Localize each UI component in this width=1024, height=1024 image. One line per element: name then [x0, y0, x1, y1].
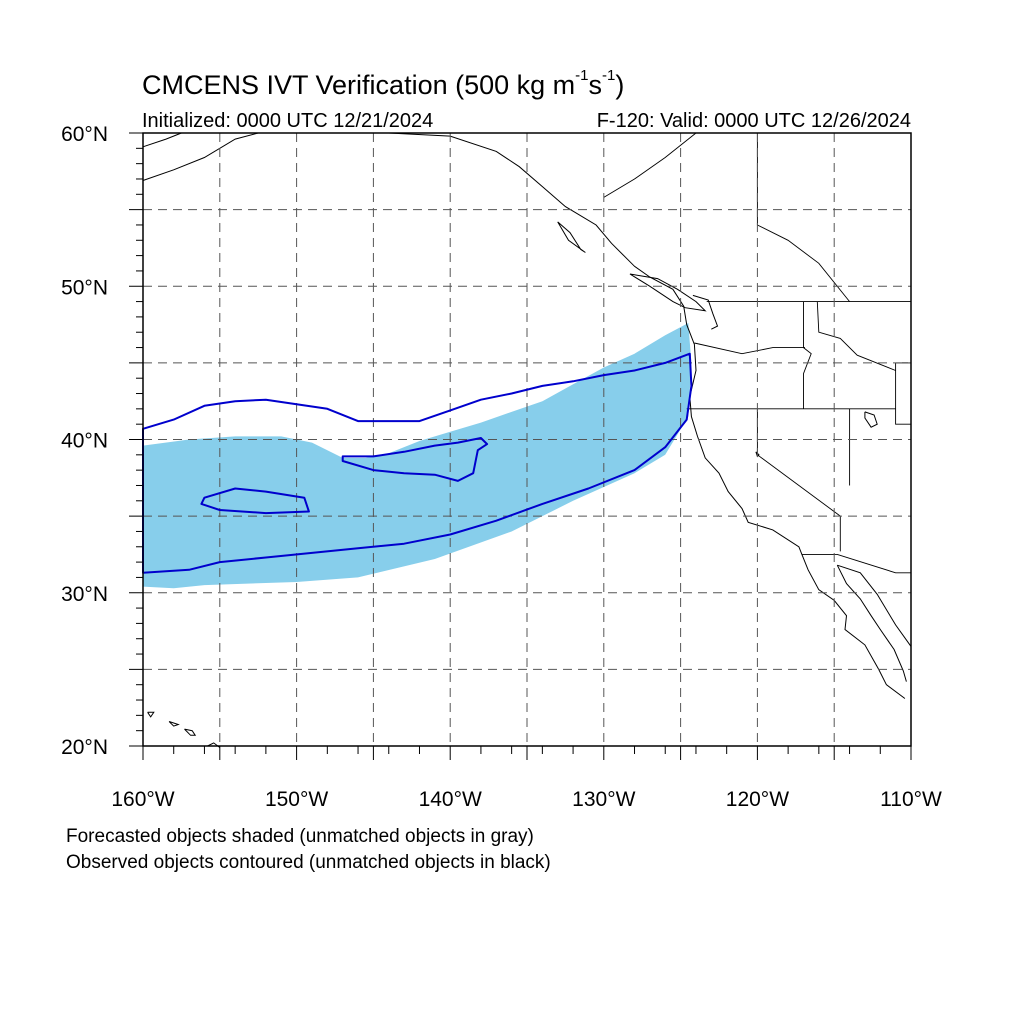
coastline [184, 728, 197, 736]
graticule [143, 133, 911, 746]
observed-object-contour [341, 437, 489, 482]
border-line [801, 553, 911, 574]
coastline [147, 711, 155, 718]
border-line [756, 133, 850, 302]
border-line [694, 342, 805, 355]
lon-tick-label: 130°W [572, 788, 635, 811]
observed-caption: Observed objects contoured (unmatched ob… [66, 852, 551, 873]
lake-outline [864, 411, 878, 428]
lon-tick-label: 110°W [880, 788, 942, 811]
valid-time-label: F-120: Valid: 0000 UTC 12/26/2024 [596, 110, 911, 132]
border-line [816, 301, 896, 371]
lat-tick-label: 40°N [61, 430, 108, 453]
lon-tick-label: 140°W [419, 788, 482, 811]
border-line [803, 301, 812, 409]
coastline [836, 564, 907, 682]
coastline [629, 273, 707, 312]
coastline [557, 221, 586, 253]
lon-tick-label: 150°W [265, 788, 328, 811]
coastline [692, 294, 719, 330]
coastline [388, 132, 906, 699]
observed-contours [142, 352, 693, 574]
observed-object-contour [200, 487, 310, 515]
axis-ticks [129, 132, 912, 760]
chart-title: CMCENS IVT Verification (500 kg m-1s-1) [142, 67, 625, 100]
coastlines [142, 132, 912, 748]
lat-tick-label: 30°N [61, 583, 108, 606]
border-line [756, 408, 841, 552]
coastline [207, 742, 221, 748]
forecast-caption: Forecasted objects shaded (unmatched obj… [66, 826, 534, 847]
lon-tick-label: 120°W [726, 788, 789, 811]
forecast-objects [143, 323, 692, 589]
lat-tick-label: 20°N [61, 736, 108, 759]
coastline [142, 132, 259, 181]
observed-object-contour [142, 352, 693, 574]
lat-tick-label: 60°N [61, 123, 108, 146]
lon-tick-label: 160°W [111, 788, 174, 811]
initialized-label: Initialized: 0000 UTC 12/21/2024 [142, 110, 434, 132]
lat-tick-label: 50°N [61, 276, 108, 299]
coastline [837, 564, 912, 647]
coastline [142, 132, 182, 148]
border-line [895, 362, 911, 425]
coastline [168, 721, 180, 727]
forecast-object-area [143, 323, 692, 589]
border-line [603, 132, 697, 198]
axis-labels: 160°W 150°W 140°W 130°W 120°W 110°W 20°N 30°N 40… [61, 123, 942, 811]
